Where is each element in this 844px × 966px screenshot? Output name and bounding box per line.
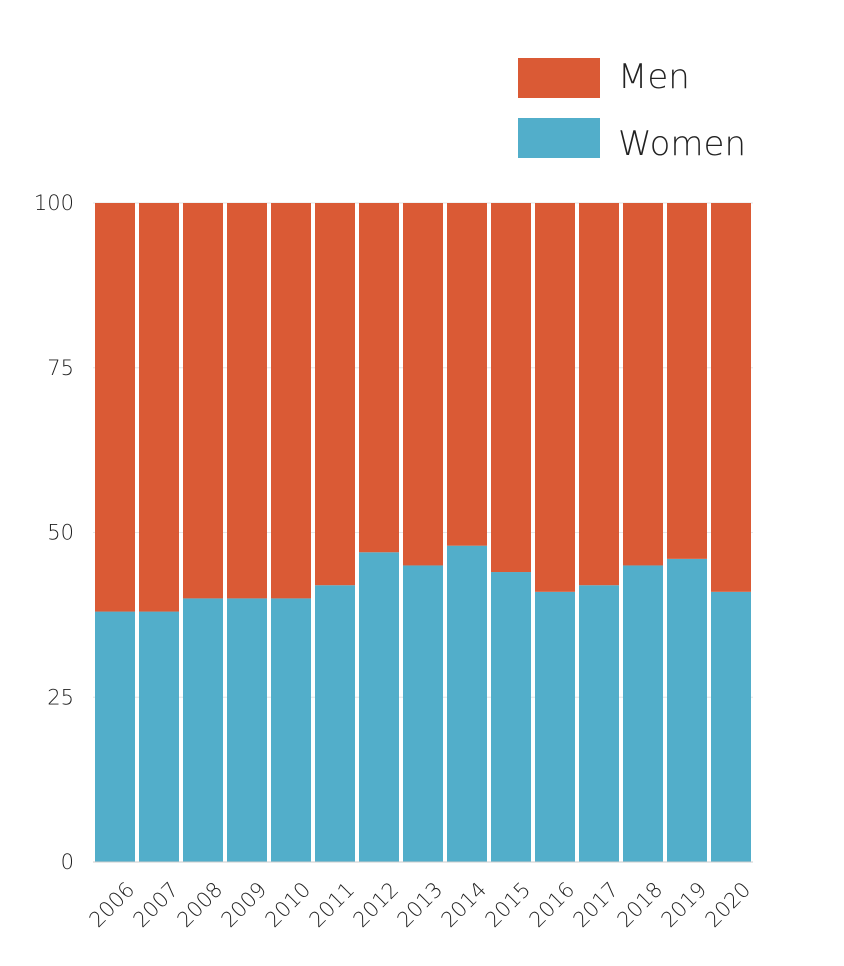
x-axis: 2006200720082009201020112012201320142015… <box>85 861 756 932</box>
bar-men-2013 <box>403 203 443 566</box>
bar-women-2009 <box>227 598 267 862</box>
bar-women-2015 <box>491 572 531 862</box>
legend: Men Women <box>518 57 746 164</box>
bar-women-2017 <box>579 585 619 862</box>
bar-men-2006 <box>95 203 135 612</box>
bar-women-2016 <box>535 591 575 862</box>
bar-women-2013 <box>403 565 443 862</box>
bar-men-2011 <box>315 203 355 586</box>
bar-women-2019 <box>667 558 707 862</box>
bar-men-2012 <box>359 203 399 553</box>
bar-men-2019 <box>667 203 707 559</box>
bar-men-2015 <box>491 203 531 573</box>
y-tick-label-100: 100 <box>34 191 74 215</box>
x-tick-label-2020: 2020 <box>701 877 756 932</box>
bar-men-2009 <box>227 203 267 599</box>
bar-women-2012 <box>359 552 399 862</box>
x-tick-label-2013: 2013 <box>393 877 448 932</box>
bar-women-2018 <box>623 565 663 862</box>
x-tick-label-2018: 2018 <box>613 877 668 932</box>
x-tick-label-2014: 2014 <box>437 877 492 932</box>
x-tick-label-2011: 2011 <box>305 877 360 932</box>
bar-women-2008 <box>183 598 223 862</box>
x-tick-label-2008: 2008 <box>173 877 228 932</box>
bar-men-2010 <box>271 203 311 599</box>
legend-label-women: Women <box>618 124 746 164</box>
y-tick-label-25: 25 <box>47 685 74 709</box>
x-tick-label-2009: 2009 <box>217 877 272 932</box>
bar-women-2010 <box>271 598 311 862</box>
bar-women-2014 <box>447 545 487 862</box>
legend-swatch-men <box>518 58 600 98</box>
bars <box>95 203 751 862</box>
y-tick-label-0: 0 <box>61 850 74 874</box>
bar-men-2017 <box>579 203 619 586</box>
bar-women-2020 <box>711 591 751 862</box>
bar-women-2007 <box>139 611 179 862</box>
legend-swatch-women <box>518 118 600 158</box>
bar-women-2011 <box>315 585 355 862</box>
x-tick-label-2012: 2012 <box>349 877 404 932</box>
x-tick-label-2016: 2016 <box>525 877 580 932</box>
x-tick-label-2015: 2015 <box>481 877 536 932</box>
y-axis: 0 25 50 75 100 <box>34 191 74 874</box>
bar-women-2006 <box>95 611 135 862</box>
y-tick-label-75: 75 <box>47 356 74 380</box>
bar-men-2018 <box>623 203 663 566</box>
bar-men-2014 <box>447 203 487 546</box>
x-tick-label-2017: 2017 <box>569 877 624 932</box>
x-tick-label-2007: 2007 <box>129 877 184 932</box>
x-tick-label-2006: 2006 <box>85 877 140 932</box>
x-tick-label-2010: 2010 <box>261 877 316 932</box>
bar-men-2016 <box>535 203 575 592</box>
bar-men-2020 <box>711 203 751 592</box>
bar-men-2007 <box>139 203 179 612</box>
bar-men-2008 <box>183 203 223 599</box>
legend-label-men: Men <box>618 57 690 97</box>
x-tick-label-2019: 2019 <box>657 877 712 932</box>
y-tick-label-50: 50 <box>47 521 74 545</box>
